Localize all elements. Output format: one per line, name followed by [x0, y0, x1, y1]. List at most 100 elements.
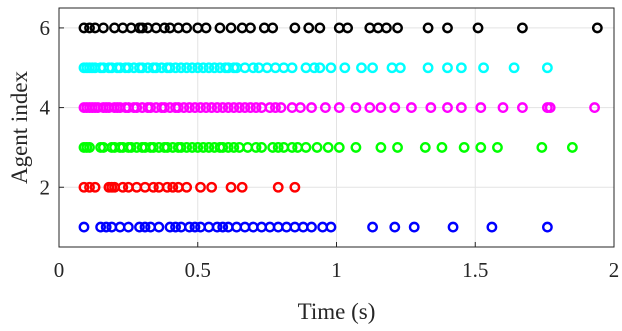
- data-point: [200, 102, 212, 113]
- data-point: [233, 102, 245, 113]
- data-point: [239, 102, 251, 113]
- data-point: [342, 22, 353, 34]
- data-point: [536, 142, 548, 153]
- data-point: [206, 102, 218, 113]
- data-point: [161, 142, 173, 153]
- data-point: [394, 62, 406, 74]
- data-point: [217, 142, 229, 153]
- data-point: [245, 22, 256, 34]
- data-point: [436, 142, 448, 153]
- data-point: [350, 102, 362, 113]
- data-point: [195, 181, 206, 193]
- data-point: [200, 22, 212, 34]
- data-point: [455, 102, 467, 113]
- x-tick-label: 2: [609, 258, 620, 282]
- data-point: [275, 102, 287, 113]
- data-point: [161, 181, 173, 193]
- data-point: [192, 142, 204, 153]
- x-tick-label: 1: [331, 258, 342, 282]
- data-point: [364, 102, 376, 113]
- data-point: [542, 221, 553, 233]
- data-point: [184, 102, 195, 113]
- data-point: [272, 181, 284, 193]
- data-point: [136, 62, 148, 74]
- agent-series: [78, 22, 603, 34]
- data-point: [159, 102, 170, 113]
- data-point: [419, 142, 431, 153]
- data-point: [84, 22, 95, 34]
- y-axis-label: Agent index: [7, 70, 32, 184]
- data-point: [214, 22, 226, 34]
- data-point: [222, 142, 234, 153]
- data-point: [325, 62, 337, 74]
- data-point: [181, 62, 193, 74]
- data-point: [544, 102, 556, 113]
- data-point: [458, 142, 470, 153]
- data-point: [270, 102, 281, 113]
- data-point: [517, 102, 528, 113]
- data-point: [167, 181, 179, 193]
- data-point: [197, 62, 209, 74]
- data-point: [322, 142, 334, 153]
- data-point: [222, 102, 234, 113]
- data-point: [392, 22, 403, 34]
- data-point: [375, 142, 387, 153]
- data-point: [145, 102, 156, 113]
- data-point: [181, 22, 193, 34]
- y-tick-label: 4: [40, 96, 51, 120]
- data-point: [422, 22, 434, 34]
- data-point: [314, 22, 326, 34]
- data-point: [250, 102, 262, 113]
- data-point: [308, 62, 320, 74]
- data-point: [408, 221, 420, 233]
- data-point: [289, 22, 301, 34]
- data-point: [589, 102, 600, 113]
- data-point: [181, 142, 193, 153]
- data-point: [425, 102, 437, 113]
- data-point: [447, 221, 459, 233]
- data-point: [100, 221, 112, 233]
- data-point: [303, 22, 315, 34]
- data-point: [256, 142, 267, 153]
- data-point: [134, 221, 145, 233]
- data-point: [367, 62, 378, 74]
- data-point: [472, 22, 484, 34]
- data-point: [122, 62, 134, 74]
- data-point: [486, 221, 498, 233]
- y-tick-label: 2: [40, 175, 51, 199]
- data-point: [236, 181, 248, 193]
- data-points: [78, 22, 603, 233]
- data-point: [228, 142, 240, 153]
- data-point: [455, 62, 467, 74]
- y-tick-label: 6: [40, 16, 51, 40]
- data-point: [95, 221, 107, 233]
- data-point: [175, 62, 187, 74]
- data-point: [306, 102, 317, 113]
- data-point: [497, 102, 509, 113]
- data-point: [492, 142, 503, 153]
- data-point: [392, 142, 403, 153]
- agent-series: [78, 221, 553, 233]
- data-point: [117, 181, 129, 193]
- data-point: [184, 221, 195, 233]
- data-point: [153, 221, 165, 233]
- data-point: [367, 221, 378, 233]
- data-point: [159, 22, 170, 34]
- data-point: [186, 142, 198, 153]
- data-point: [98, 22, 109, 34]
- data-point: [225, 22, 237, 34]
- data-point: [78, 181, 90, 193]
- data-point: [339, 62, 351, 74]
- data-point: [356, 62, 367, 74]
- data-point: [442, 102, 453, 113]
- data-point: [295, 102, 306, 113]
- data-point: [311, 142, 323, 153]
- data-point: [333, 102, 345, 113]
- data-point: [475, 142, 487, 153]
- data-point: [164, 62, 176, 74]
- data-point: [289, 181, 301, 193]
- x-tick-label: 1.5: [462, 258, 488, 282]
- agent-series: [78, 102, 600, 113]
- axis-ticks: 0 0.5 1 1.5 2 2 4 6: [40, 16, 620, 282]
